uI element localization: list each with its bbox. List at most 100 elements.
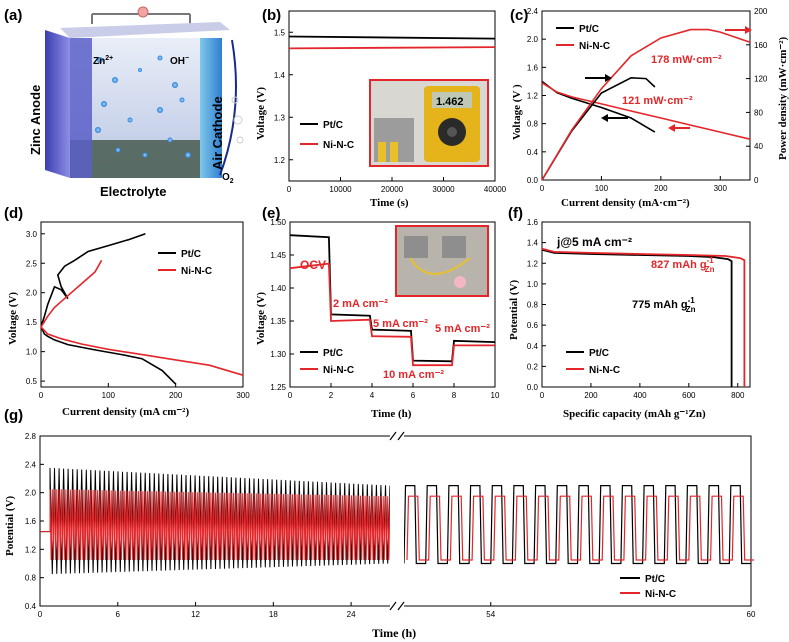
label-ocv: OCV: [300, 258, 326, 272]
d-xtick-label-0: 0: [39, 391, 44, 400]
b-ytick-label-3: 1.2: [274, 156, 286, 165]
multimeter-photo: 1.462: [369, 79, 489, 167]
panel-b-yticks: 1.5 1.4 1.3 1.2: [274, 28, 293, 165]
multimeter-knob: [447, 127, 457, 137]
panel-d-ylabel: Voltage (V): [7, 292, 19, 345]
panel-d-frame: [40, 221, 244, 388]
b-ytick-label-1: 1.4: [274, 71, 286, 80]
e-xtick-label-2: 4: [370, 391, 375, 400]
panel-c-ticks: 0.0 0.4 0.8 1.2 1.6 2.0 2.4 0 40 80 120 160 200 0 100 2…: [527, 7, 768, 193]
d-xtick-label-3: 300: [236, 391, 250, 400]
f-xtick-label-3: 600: [682, 391, 696, 400]
panel-b-tag: (b): [262, 7, 281, 24]
b-xtick-label-2: 20000: [381, 185, 404, 194]
g-xtick-label-4: 24: [347, 610, 356, 619]
panel-d-series: [40, 233, 244, 385]
o2-label: O2: [222, 172, 234, 185]
d-series-ptc-charge: [40, 233, 146, 328]
panel-e-series: [289, 234, 496, 367]
panel-f-tag: (f): [508, 205, 523, 222]
c-xtick-label-0: 0: [540, 184, 545, 193]
bulb-icon: [137, 6, 149, 18]
panel-c-legend: Pt/C Ni-N-C: [556, 24, 610, 52]
e-ytick-label-3: 1.40: [270, 284, 286, 293]
electrolyte-bottom: [70, 140, 220, 178]
panel-g-series: [40, 467, 754, 575]
g-xtick-label-6: 60: [747, 610, 756, 619]
b-series-ninc: [288, 46, 496, 50]
panel-b-legend: Pt/C Ni-N-C: [300, 120, 354, 151]
d-ytick-label-0: 0.5: [26, 377, 38, 386]
f-ytick-label-1: 0.2: [527, 362, 539, 371]
c-y2tick-label-0: 0: [754, 176, 759, 185]
panel-d-ticks: 0.5 1.0 1.5 2.0 2.5 3.0 0 100 200 300: [26, 230, 250, 400]
cell-photo: [395, 225, 489, 297]
c-series-ninc-power: [541, 28, 751, 181]
g-ytick-label-3: 1.6: [25, 517, 37, 526]
c-ytick-label-4: 1.6: [527, 63, 539, 72]
g-ytick-label-6: 2.8: [25, 432, 37, 441]
d-xtick-label-2: 200: [169, 391, 183, 400]
bubbles: [95, 55, 244, 158]
panel-b-ylabel: Voltage (V): [255, 87, 267, 140]
g-ytick-label-5: 2.4: [25, 460, 37, 469]
panel-g-ylabel: Potential (V): [4, 495, 16, 556]
f-xtick-label-0: 0: [540, 391, 545, 400]
label-10ma: 10 mA cm⁻²: [383, 369, 444, 381]
g-ytick-label-2: 1.2: [25, 545, 37, 554]
b-xtick-label-3: 30000: [432, 185, 455, 194]
electrolyte-label: Electrolyte: [100, 184, 166, 199]
panel-e-frame: [289, 221, 496, 388]
panel-f-annotation-827: 827 mAh g-1 Zn: [651, 256, 715, 274]
air-cathode-label: Air Cathode: [210, 96, 225, 170]
g-xtick-label-0: 0: [38, 610, 43, 619]
c-ytick-label-2: 0.8: [527, 120, 539, 129]
panel-c-annotation-178: 178 mW·cm⁻²: [651, 54, 722, 66]
c-y2tick-label-1: 40: [754, 142, 763, 151]
panel-d-legend: Pt/C Ni-N-C: [158, 249, 212, 277]
g-series-ninc-early: [40, 489, 391, 561]
panel-c-chart: (c) 0.00.40.81.21.62.02.4040801201602000…: [510, 7, 789, 209]
g-xtick-label-2: 12: [191, 610, 200, 619]
panel-c-series: [541, 28, 751, 181]
panel-b-xticks: 0 10000 20000 30000 40000: [287, 177, 507, 194]
b-xtick-label-1: 10000: [329, 185, 352, 194]
g-ytick-label-4: 2.0: [25, 489, 37, 498]
b-ytick-label-0: 1.5: [274, 28, 286, 37]
e-ytick-label-4: 1.45: [270, 251, 286, 260]
f-ytick-label-8: 1.6: [527, 218, 539, 227]
g-series-ptc-late: [403, 485, 751, 565]
legend-e-ninc: Ni-N-C: [323, 365, 354, 376]
c-ytick-label-3: 1.2: [527, 92, 539, 101]
oh-ion-label: OH−: [170, 55, 189, 67]
f-series-ptc: [541, 248, 733, 387]
d-ytick-label-5: 3.0: [26, 230, 38, 239]
c-ytick-label-5: 2.0: [527, 35, 539, 44]
legend-c-ptc: Pt/C: [579, 24, 599, 35]
panel-d-xlabel: Current density (mA cm⁻²): [62, 406, 189, 418]
arrow-left-red-head: [668, 124, 675, 132]
clip-yellow-2: [390, 142, 398, 162]
panel-a-tag: (a): [4, 7, 22, 24]
legend-e-ptc: Pt/C: [323, 348, 343, 359]
panel-g-legend: Pt/C Ni-N-C: [620, 574, 676, 600]
f-ytick-label-7: 1.4: [527, 239, 539, 248]
d-xtick-label-1: 100: [102, 391, 116, 400]
d-ytick-label-3: 2.0: [26, 289, 38, 298]
tank-top: [60, 22, 230, 38]
g-ytick-label-1: 0.8: [25, 574, 37, 583]
d-ytick-label-1: 1.0: [26, 348, 38, 357]
arrow-left-black-head: [601, 114, 608, 122]
f-ytick-label-5: 1.0: [527, 280, 539, 289]
cathode-arrow: [219, 39, 237, 176]
panel-g-xlabel: Time (h): [372, 626, 416, 640]
d-series-ninc-discharge: [40, 326, 244, 376]
panel-e-legend: Pt/C Ni-N-C: [300, 348, 354, 376]
d-series-ptc-discharge: [40, 326, 177, 385]
panel-c-y2label: Power density (mW·cm⁻²): [777, 37, 789, 160]
f-ytick-label-3: 0.6: [527, 321, 539, 330]
panel-g-chart: (g) 0.4 0.8 1.2 1.6 2.0 2.4 2.8 0 6 12 18 24 54 60 Po…: [4, 407, 756, 640]
panel-e-chart: (e) 1.25 1.30 1.35 1.40 1.45 1.50 0 2 4 6 8 10 Volt…: [255, 205, 500, 420]
e-ytick-label-2: 1.35: [270, 317, 286, 326]
